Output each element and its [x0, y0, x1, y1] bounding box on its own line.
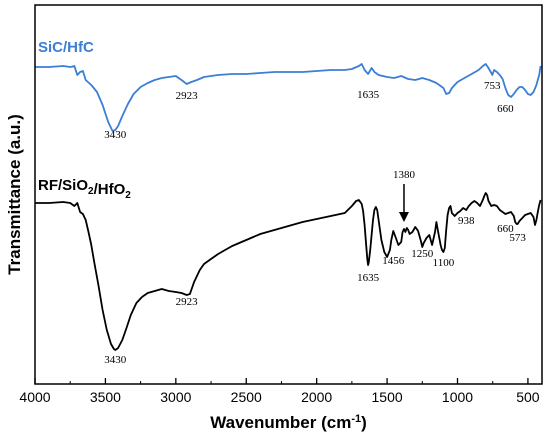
x-tick-label: 3500: [90, 389, 121, 405]
peak-label: 660: [497, 103, 514, 115]
x-axis-title: Wavenumber (cm-1): [210, 413, 367, 432]
peak-arrow-head: [398, 212, 409, 222]
peak-label: 3430: [104, 129, 127, 141]
x-tick-label: 2500: [231, 389, 262, 405]
peak-label: 1250: [411, 248, 434, 260]
peak-label: 753: [484, 80, 501, 92]
peak-label: 2923: [176, 90, 199, 102]
series-label-0: SiC/HfC: [38, 39, 94, 56]
peak-label: 1100: [433, 257, 455, 269]
peak-label: 2923: [176, 296, 199, 308]
peak-label: 1635: [357, 272, 380, 284]
x-tick-label: 3000: [160, 389, 191, 405]
x-tick-label: 4000: [19, 389, 50, 405]
peak-label: 3430: [104, 354, 127, 366]
x-tick-label: 2000: [301, 389, 332, 405]
series-labels: SiC/HfC RF/SiO2/HfO2: [38, 39, 131, 201]
y-axis-title: Transmittance (a.u.): [5, 114, 24, 275]
series-line-0: [35, 63, 542, 132]
x-tick-label: 1000: [442, 389, 473, 405]
series-label-1: RF/SiO2/HfO2: [38, 177, 131, 201]
peak-label: 660: [497, 223, 514, 235]
peak-label: 1635: [357, 89, 380, 101]
x-tick-label: 1500: [372, 389, 403, 405]
peak-label: 1380: [393, 169, 416, 181]
peak-label: 573: [509, 232, 526, 244]
x-tick-label: 500: [516, 389, 540, 405]
peak-label: 1456: [382, 255, 405, 267]
plot-frame: [34, 4, 543, 385]
series-line-1: [35, 192, 542, 351]
peak-label: 938: [458, 215, 475, 227]
x-axis: 4000 3500 3000 2500 2000 1500 1000 500: [19, 378, 540, 405]
